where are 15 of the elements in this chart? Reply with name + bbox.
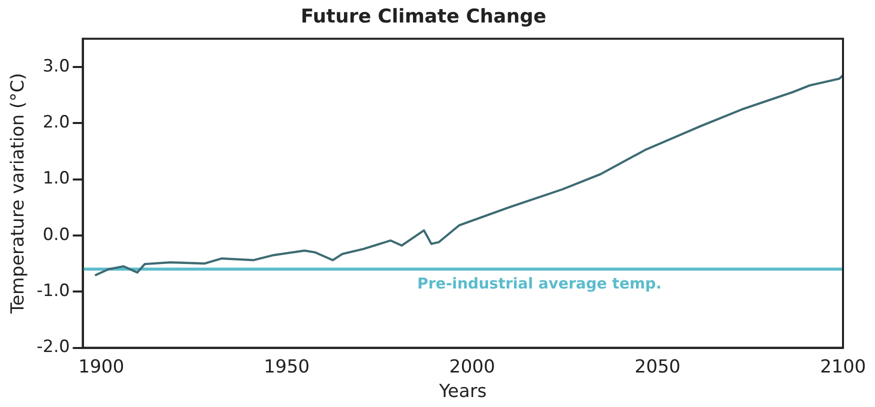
x-tick-label: 2100: [820, 356, 866, 378]
y-tick-label: 1.0: [42, 168, 70, 189]
chart-title: Future Climate Change: [300, 5, 546, 28]
y-tick-label: -1.0: [36, 281, 70, 302]
y-tick-label: 3.0: [42, 56, 70, 76]
x-tick-label: 1950: [264, 356, 310, 378]
x-tick-label: 1900: [78, 356, 124, 378]
x-axis-title: Years: [438, 380, 487, 402]
x-tick-label: 2050: [634, 356, 680, 378]
y-tick-label: 0.0: [42, 224, 70, 245]
ref-line-label: Pre-industrial average temp.: [417, 274, 662, 293]
y-tick-label: 2.0: [42, 112, 70, 132]
y-tick-label: -2.0: [36, 337, 70, 358]
x-tick-label: 2000: [449, 356, 496, 378]
y-axis-title: Temperature variation (°C): [7, 72, 28, 315]
